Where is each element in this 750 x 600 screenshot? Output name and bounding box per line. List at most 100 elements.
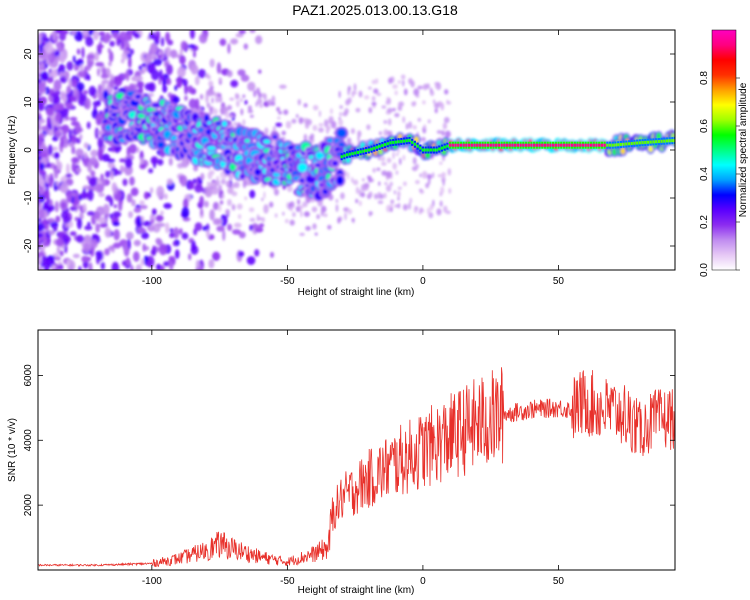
spectrogram-cell xyxy=(164,61,169,67)
spectrogram-cell xyxy=(209,111,213,115)
spectrogram-cell xyxy=(71,30,77,36)
spectrogram-cell xyxy=(292,212,296,218)
spectrogram-cell xyxy=(442,179,445,187)
spectrogram-cell xyxy=(212,218,221,226)
spectrogram-cell xyxy=(142,220,152,227)
spectrogram-cell xyxy=(230,38,239,45)
spectrogram-cell xyxy=(380,155,386,162)
spectrogram-cell xyxy=(150,156,159,165)
spectrogram-cell xyxy=(289,219,295,226)
spectrogram-cell xyxy=(429,203,434,211)
spectrogram-cell xyxy=(370,147,373,151)
spectrogram-cell xyxy=(269,201,274,208)
spectrogram-cell xyxy=(259,104,264,108)
colorbar-ticks: 0.0 0.2 0.4 0.6 0.8 xyxy=(699,71,740,277)
spectrogram-cell xyxy=(38,156,42,161)
spectrogram-cell xyxy=(335,204,339,212)
spectrogram-cell xyxy=(39,162,45,171)
spectrogram-cell xyxy=(38,118,46,124)
spectrogram-cell xyxy=(242,119,246,126)
spectrogram-cell xyxy=(657,140,660,144)
spectrogram-cell xyxy=(178,228,183,235)
spectrogram-cell xyxy=(88,85,96,97)
spectrogram-cell xyxy=(42,241,49,247)
spectrogram-cell xyxy=(271,95,276,104)
spectrogram-cell xyxy=(119,165,125,173)
spectrogram-cell xyxy=(209,85,214,90)
spectrogram-cell xyxy=(184,95,188,101)
x-tick-label: -50 xyxy=(280,576,295,587)
spectrogram-cell xyxy=(279,84,287,89)
spectrogram-cell xyxy=(132,251,140,262)
spectrogram-cell xyxy=(224,208,231,215)
spectrogram-cell xyxy=(54,256,62,261)
spectrogram-cell xyxy=(98,216,107,225)
spectrogram-cell xyxy=(247,105,253,111)
spectrogram-cell xyxy=(375,78,379,84)
spectrogram-cell xyxy=(45,41,54,54)
spectrogram-cell xyxy=(397,196,400,201)
spectrogram-cell xyxy=(200,208,204,216)
spectrogram-cell xyxy=(216,62,222,74)
spectrogram-cell xyxy=(135,264,142,270)
spectrogram-cell xyxy=(136,227,146,234)
spectrogram-cell xyxy=(38,194,45,203)
spectrogram-cell xyxy=(326,125,331,132)
spectrogram-cell xyxy=(328,115,334,123)
spectrogram-cell xyxy=(419,146,422,150)
spectrogram-cell xyxy=(198,33,208,44)
spectrogram-cell xyxy=(163,202,172,209)
spectrogram-cell xyxy=(671,139,674,143)
spectrogram-cell xyxy=(111,261,120,270)
spectrogram-cell xyxy=(492,143,495,147)
x-tick-label: -100 xyxy=(142,276,162,287)
spectrogram-cell xyxy=(151,208,157,216)
spectrogram-cell xyxy=(140,258,145,267)
spectrogram-cell xyxy=(408,77,413,84)
spectrogram-cell xyxy=(64,70,70,80)
spectrogram-cell xyxy=(84,97,91,110)
spectrogram-cell xyxy=(221,193,225,199)
y-tick-label: 4000 xyxy=(23,429,34,452)
spectrogram-cell xyxy=(393,190,396,195)
spectrogram-cell xyxy=(388,77,393,84)
spectrogram-cell xyxy=(560,143,563,147)
spectrogram-cell xyxy=(581,143,585,147)
spectrogram-cell xyxy=(261,197,264,202)
spectrogram-ylabel: Frequency (Hz) xyxy=(7,116,18,185)
spectrogram-cell xyxy=(76,90,80,100)
spectrogram-cell xyxy=(61,108,70,113)
spectrogram-cell xyxy=(168,157,173,166)
spectrogram-cell xyxy=(435,82,442,91)
spectrogram-cell xyxy=(38,178,46,187)
spectrogram-cell xyxy=(47,51,56,64)
spectrogram-cell xyxy=(398,101,405,107)
spectrogram-cell xyxy=(351,176,354,183)
colorbar-gradient xyxy=(711,29,737,271)
spectrogram-cell xyxy=(100,261,106,270)
spectrogram-cell xyxy=(383,128,389,137)
spectrogram-cell xyxy=(352,90,357,95)
spectrogram-cell xyxy=(470,143,473,147)
spectrogram-cell xyxy=(126,193,133,203)
spectrogram-cell xyxy=(500,143,503,147)
spectrogram-cell xyxy=(374,193,378,200)
spectrogram-cell xyxy=(227,104,232,111)
spectrogram-cell xyxy=(49,177,54,188)
spectrogram-cell xyxy=(54,111,61,123)
spectrogram-cell xyxy=(508,143,511,147)
spectrogram-cell xyxy=(376,167,381,172)
spectrogram-cell xyxy=(72,55,76,63)
spectrogram-cell xyxy=(399,157,402,166)
spectrogram-cell xyxy=(324,119,329,128)
spectrogram-cell xyxy=(69,96,77,102)
spectrogram-cell xyxy=(46,76,54,84)
spectrogram-cell xyxy=(209,58,215,68)
spectrogram-cell xyxy=(296,198,301,205)
spectrogram-cell xyxy=(620,147,626,155)
spectrogram-cell xyxy=(123,50,131,55)
spectrogram-cell xyxy=(192,50,197,58)
spectrogram-cell xyxy=(110,169,114,181)
spectrogram-cell xyxy=(249,224,253,231)
spectrogram-cell xyxy=(222,229,226,241)
